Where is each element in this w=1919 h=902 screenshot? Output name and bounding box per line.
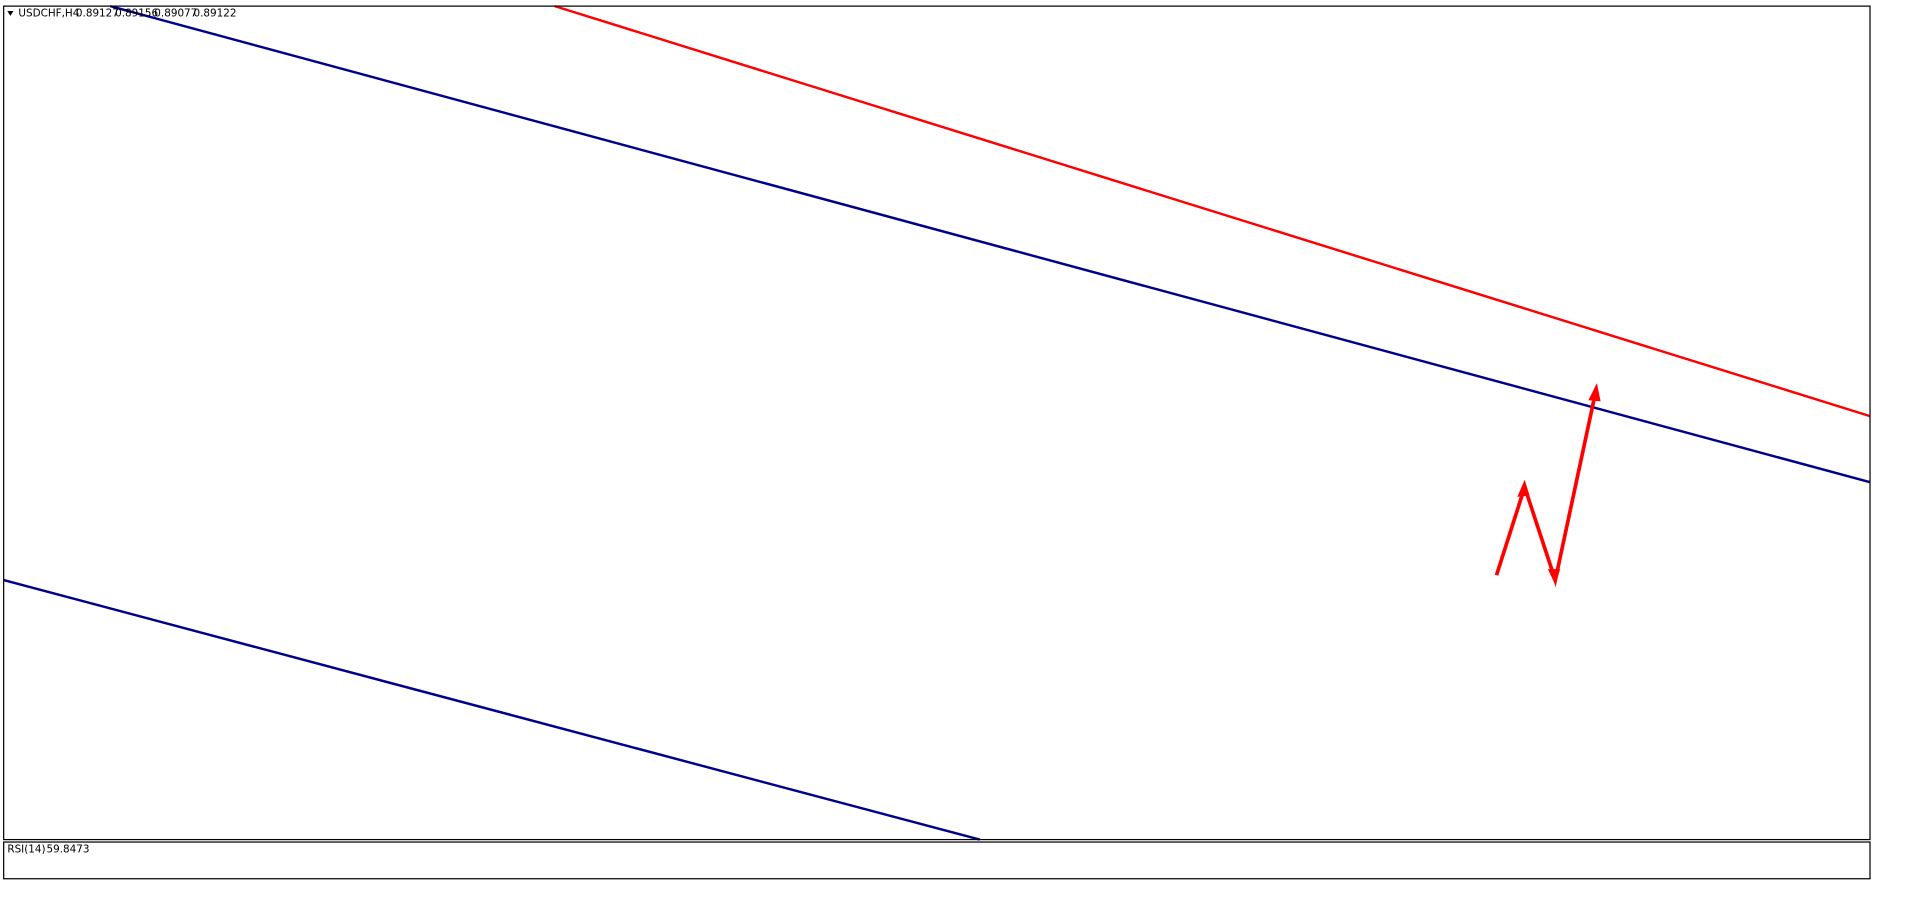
arrow-head [1588, 383, 1601, 402]
trendline [109, 4, 1871, 484]
rsi-title: RSI(14) [7, 843, 45, 855]
header-low: 0.89077 [154, 7, 197, 19]
header-high: 0.89156 [115, 7, 158, 19]
arrow-head [1547, 569, 1561, 586]
header-close: 0.89122 [193, 7, 236, 19]
trendline [554, 4, 1871, 418]
main-pane-frame [3, 5, 1871, 841]
rsi-last: 59.8473 [47, 843, 90, 855]
rsi-pane-frame [3, 841, 1871, 880]
header-open: 0.89127 [76, 7, 119, 19]
trendline [3, 578, 981, 841]
forecast-arrow [1494, 391, 1598, 588]
menu-triangle [7, 11, 14, 16]
symbol-title: USDCHF,H4 [18, 7, 79, 19]
arrow-head [1517, 479, 1530, 497]
